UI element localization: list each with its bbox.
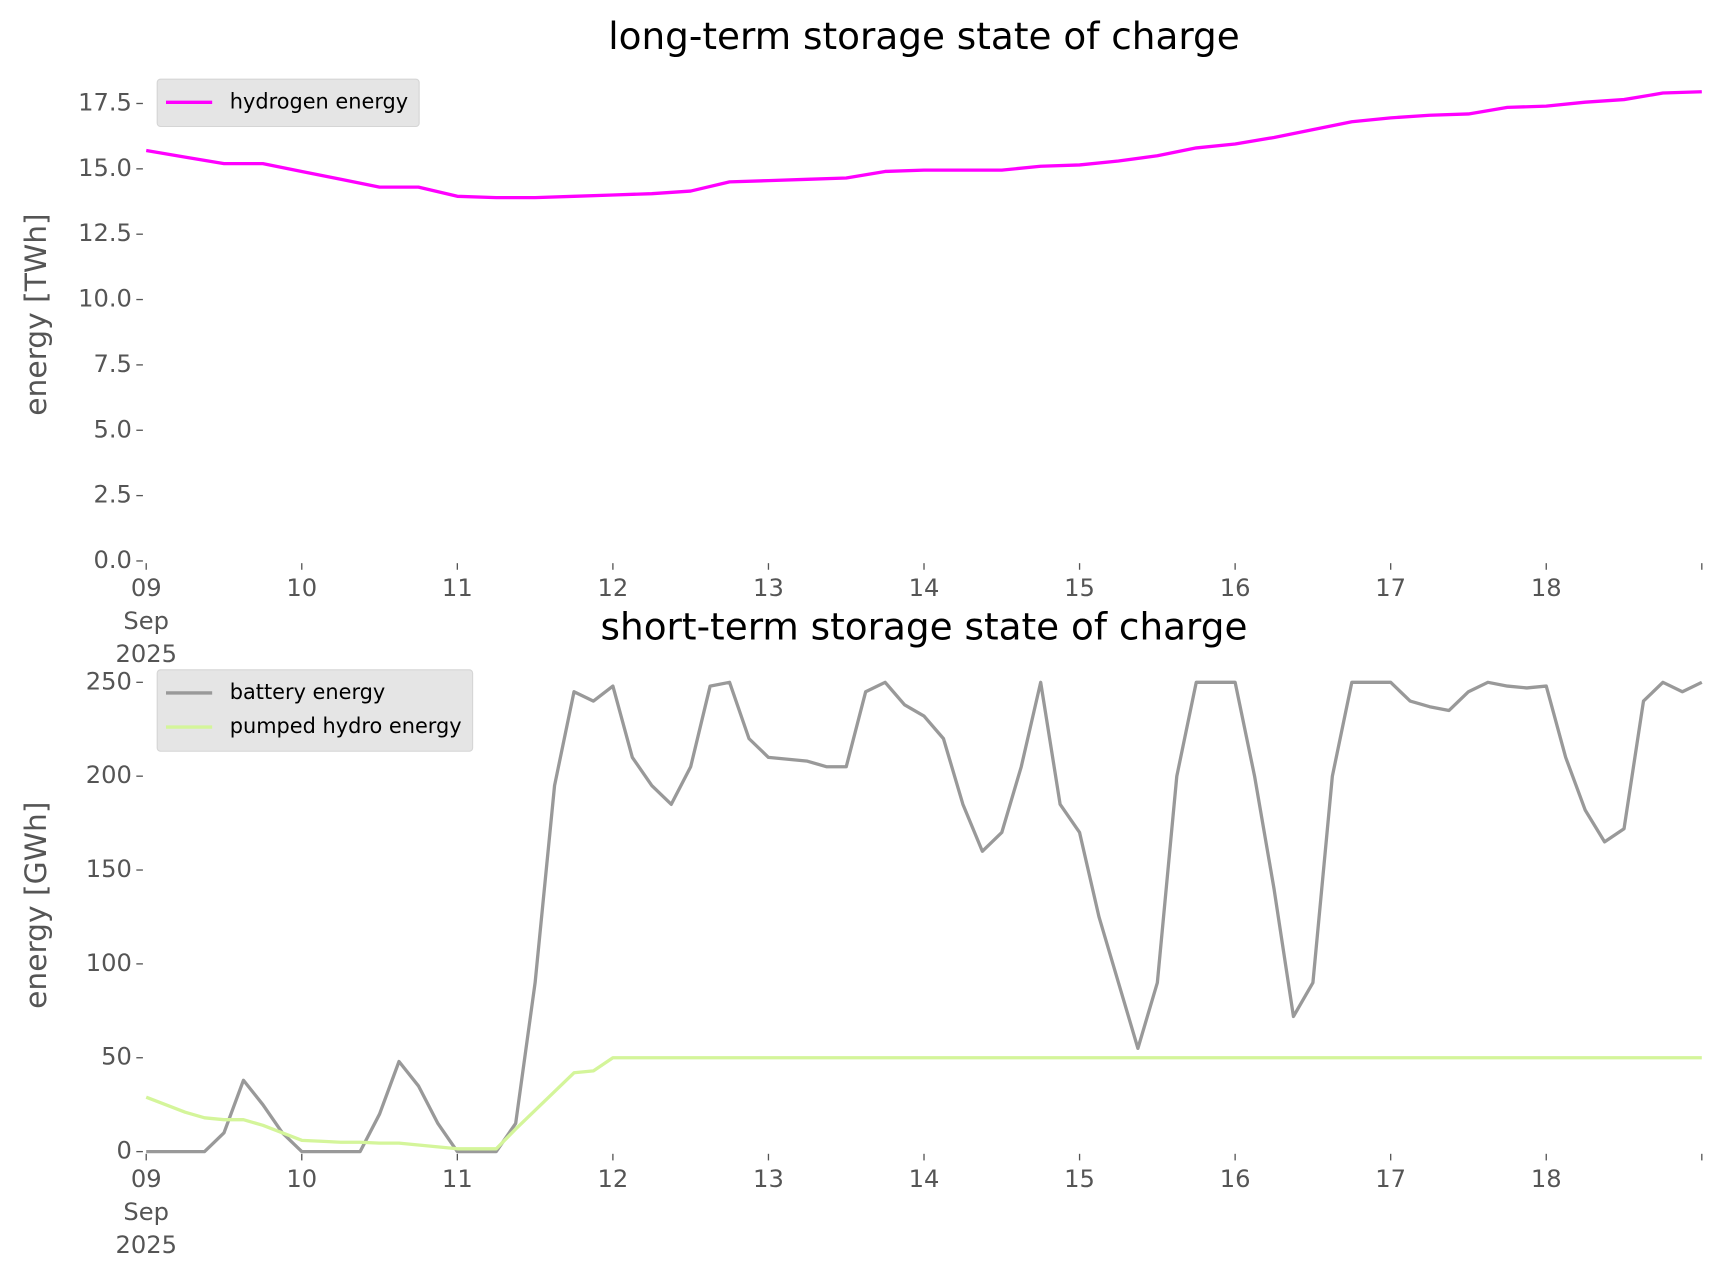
y-tick-label: 15.0 <box>78 154 132 182</box>
x-tick-label: 09 Sep 2025 <box>115 1165 177 1259</box>
x-tick-label: 09 Sep 2025 <box>115 574 177 668</box>
legend: battery energy pumped hydro energy <box>156 669 474 752</box>
y-tick-label: 0.0 <box>93 546 131 574</box>
series-line <box>145 90 1702 200</box>
legend-box <box>156 78 420 128</box>
x-tick-label: 16 <box>1220 574 1251 602</box>
series-line <box>146 680 1703 1154</box>
x-tick-label: 15 <box>1064 574 1095 602</box>
legend-label: hydrogen energy <box>230 89 408 113</box>
x-tick-label: 12 <box>598 1165 629 1193</box>
x-tick-label: 17 <box>1375 574 1406 602</box>
x-tick-label: 16 <box>1220 1165 1251 1193</box>
x-tick-label: 15 <box>1064 1165 1095 1193</box>
y-tick-label: 7.5 <box>93 350 131 378</box>
series-line <box>145 1056 1702 1151</box>
y-tick-label: 17.5 <box>78 88 132 116</box>
x-tick-label: 14 <box>909 574 940 602</box>
x-tick-label: 17 <box>1375 1165 1406 1193</box>
y-tick-label: 5.0 <box>93 415 131 443</box>
legend-label: battery energy <box>230 680 386 704</box>
legend: hydrogen energy <box>156 78 420 128</box>
legend-box <box>156 669 474 752</box>
x-tick-label: 13 <box>753 574 784 602</box>
x-tick-label: 14 <box>909 1165 940 1193</box>
y-tick-label: 50 <box>101 1043 132 1071</box>
chart-title: short-term storage state of charge <box>601 605 1248 649</box>
y-tick-label: 0 <box>117 1137 132 1165</box>
y-tick-label: 150 <box>86 855 132 883</box>
x-tick-label: 11 <box>442 1165 473 1193</box>
legend-label: pumped hydro energy <box>230 714 462 738</box>
x-tick-label: 13 <box>753 1165 784 1193</box>
y-axis-label: energy [GWh] <box>19 802 54 1009</box>
x-tick-label: 18 <box>1531 1165 1562 1193</box>
x-tick-label: 18 <box>1531 574 1562 602</box>
x-tick-label: 10 <box>286 1165 317 1193</box>
y-tick-label: 200 <box>86 761 132 789</box>
y-tick-label: 2.5 <box>93 481 131 509</box>
y-axis-label: energy [TWh] <box>19 213 54 415</box>
y-tick-label: 12.5 <box>78 219 132 247</box>
y-tick-label: 250 <box>86 667 132 695</box>
x-tick-label: 11 <box>442 574 473 602</box>
x-tick-label: 10 <box>286 574 317 602</box>
x-tick-label: 12 <box>598 574 629 602</box>
chart-title: long-term storage state of charge <box>608 14 1240 58</box>
y-tick-label: 100 <box>86 949 132 977</box>
y-tick-label: 10.0 <box>78 285 132 313</box>
